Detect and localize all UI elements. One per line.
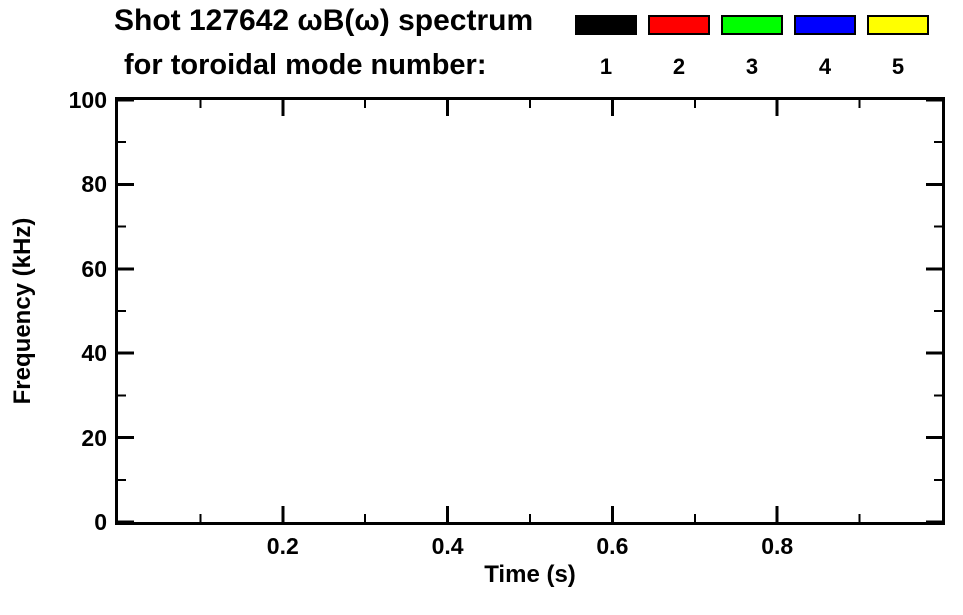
y-axis-title: Frequency (kHz) — [9, 217, 36, 405]
legend-label-3: 3 — [745, 54, 759, 79]
legend-label-2: 2 — [672, 54, 686, 79]
x-tick-label-0.2: 0.2 — [266, 533, 299, 559]
axis-ticks — [118, 100, 942, 522]
y-tick-label-0: 0 — [94, 509, 107, 535]
x-axis-title: Time (s) — [484, 561, 576, 588]
y-tick-label-60: 60 — [81, 255, 107, 282]
legend-swatch-3 — [721, 15, 783, 35]
legend-swatch-4 — [794, 15, 856, 35]
y-tick-label-20: 20 — [81, 424, 107, 451]
x-tick-label-0.6: 0.6 — [596, 533, 629, 559]
y-tick-label-40: 40 — [81, 340, 107, 367]
legend-swatch-2 — [648, 15, 710, 35]
legend-label-5: 5 — [891, 54, 905, 79]
plot-area — [115, 97, 945, 525]
chart-title: Shot 127642 ωB(ω) spectrum — [114, 4, 534, 37]
y-tick-label-100: 100 — [68, 87, 107, 113]
x-tick-label-0.4: 0.4 — [431, 533, 464, 559]
legend-swatch-5 — [867, 15, 929, 35]
legend-label-4: 4 — [818, 54, 832, 79]
chart-subtitle: for toroidal mode number: — [124, 49, 487, 81]
legend-swatch-1 — [575, 15, 637, 35]
y-tick-label-80: 80 — [81, 171, 107, 198]
x-tick-label-0.8: 0.8 — [761, 533, 794, 559]
legend-label-1: 1 — [599, 54, 613, 79]
